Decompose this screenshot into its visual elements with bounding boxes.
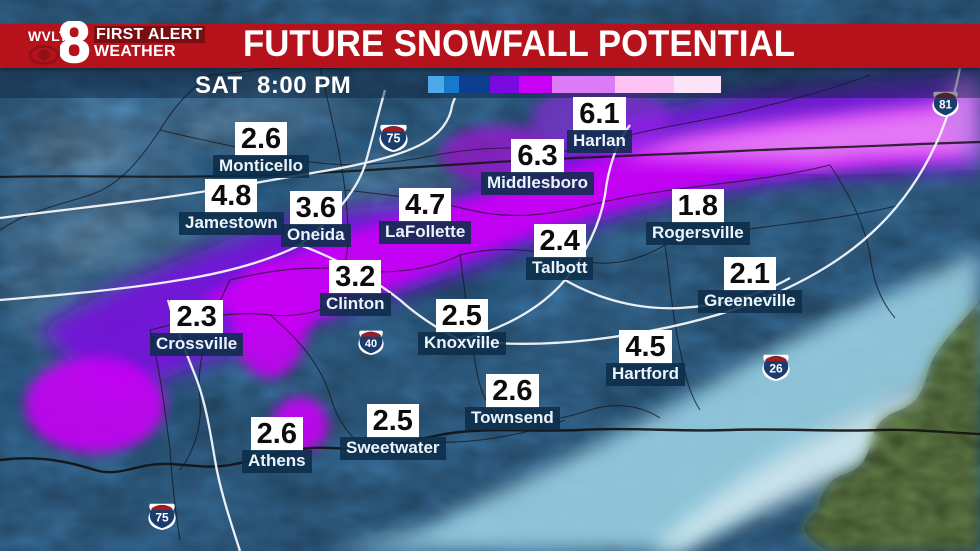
svg-text:75: 75 (155, 511, 169, 525)
svg-text:26: 26 (769, 362, 783, 376)
svg-text:40: 40 (365, 338, 377, 350)
svg-text:81: 81 (939, 100, 952, 112)
svg-text:75: 75 (387, 132, 401, 146)
svg-text:8: 8 (60, 21, 90, 71)
